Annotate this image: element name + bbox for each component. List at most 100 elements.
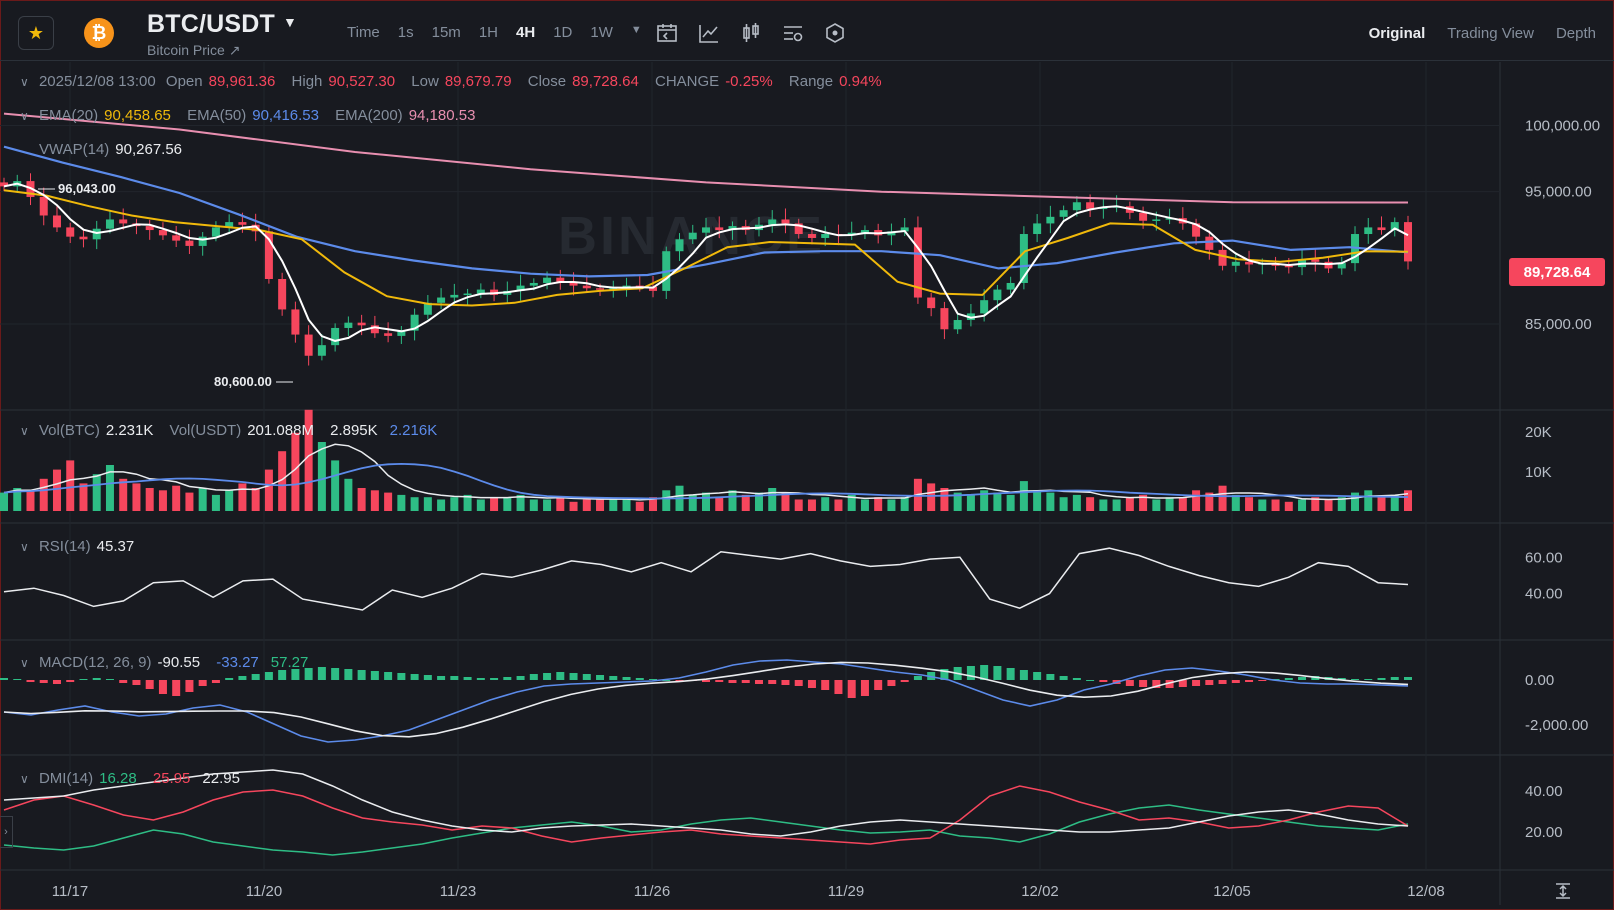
dmi-label: DMI(14) bbox=[38, 770, 94, 787]
macd-histogram-bar bbox=[675, 680, 684, 681]
candle-up bbox=[463, 293, 472, 296]
macd-histogram-bar bbox=[1072, 678, 1081, 680]
volume-bar bbox=[317, 442, 326, 511]
volume-bar bbox=[1072, 494, 1081, 511]
tab-trading-view[interactable]: Trading View bbox=[1447, 25, 1534, 42]
change-label: CHANGE bbox=[655, 73, 720, 90]
favorite-star-icon[interactable]: ★ bbox=[18, 16, 54, 50]
bitcoin-coin-icon: ₿ bbox=[84, 18, 114, 48]
candle-up bbox=[1165, 218, 1174, 220]
ema50-line bbox=[3, 145, 1409, 278]
x-axis-date-label: 11/17 bbox=[52, 883, 88, 900]
volume-bar bbox=[344, 478, 353, 511]
dmi-adx-value: 22.95 bbox=[202, 770, 240, 787]
macd-histogram-bar bbox=[437, 676, 446, 680]
volume-bar bbox=[304, 409, 313, 511]
candle-down bbox=[1404, 222, 1412, 262]
volume-bar bbox=[847, 494, 856, 511]
macd-histogram-bar bbox=[1033, 672, 1042, 680]
candle-down bbox=[1324, 261, 1333, 269]
interval-1s[interactable]: 1s bbox=[397, 24, 414, 41]
view-mode-tabs: Original Trading View Depth bbox=[1347, 25, 1596, 42]
indicator-line-icon[interactable] bbox=[698, 22, 720, 44]
tab-depth[interactable]: Depth bbox=[1555, 25, 1596, 42]
vwap-value: 90,267.56 bbox=[115, 141, 183, 158]
volume-bar bbox=[1006, 494, 1015, 511]
macd-histogram-bar bbox=[635, 678, 644, 680]
side-panel-toggle-icon[interactable]: › bbox=[0, 816, 13, 848]
ema20-label: EMA(20) bbox=[38, 107, 99, 124]
volume-bar bbox=[1152, 499, 1161, 511]
candle-up bbox=[953, 320, 962, 330]
macd-histogram-bar bbox=[874, 680, 883, 690]
x-axis-date-label: 12/02 bbox=[1021, 883, 1059, 900]
volume-bar bbox=[490, 497, 499, 511]
hexagon-settings-icon[interactable] bbox=[824, 22, 846, 44]
interval-time[interactable]: Time bbox=[347, 24, 380, 41]
collapse-caret-icon[interactable]: ∨ bbox=[20, 109, 29, 123]
interval-15m[interactable]: 15m bbox=[431, 24, 461, 41]
candle-up bbox=[92, 228, 101, 240]
ema-legend: ∨ EMA(20) 90,458.65 EMA(50) 90,416.53 EMA(… bbox=[20, 107, 487, 124]
pair-dropdown-caret-icon[interactable]: ▼ bbox=[283, 14, 297, 30]
volume-bar bbox=[860, 499, 869, 511]
candle-down bbox=[291, 309, 300, 335]
volume-bar bbox=[1125, 497, 1134, 511]
volume-bar bbox=[1311, 497, 1320, 511]
macd-histogram-bar bbox=[860, 680, 869, 696]
volume-bar bbox=[1231, 494, 1240, 511]
volume-bar bbox=[92, 474, 101, 511]
collapse-caret-icon[interactable]: ∨ bbox=[20, 75, 29, 89]
tab-original[interactable]: Original bbox=[1368, 25, 1426, 42]
ema20-value: 90,458.65 bbox=[104, 107, 171, 124]
macd-histogram-bar bbox=[357, 670, 366, 680]
candle-type-icon[interactable] bbox=[740, 22, 762, 44]
volume-bar bbox=[132, 483, 141, 511]
interval-1d[interactable]: 1D bbox=[553, 24, 573, 41]
candle-up bbox=[437, 297, 446, 303]
price-tick-label: 85,000.00 bbox=[1525, 316, 1592, 333]
volume-bar bbox=[1205, 492, 1214, 511]
candle-up bbox=[821, 234, 830, 238]
calendar-icon[interactable] bbox=[656, 22, 678, 44]
volume-bar bbox=[119, 478, 128, 511]
volume-bar bbox=[410, 497, 419, 511]
volume-bar bbox=[476, 499, 485, 511]
collapse-caret-icon[interactable]: ∨ bbox=[20, 540, 29, 554]
macd-histogram-bar bbox=[79, 679, 88, 680]
collapse-caret-icon[interactable]: ∨ bbox=[20, 656, 29, 670]
volume-bar bbox=[13, 488, 22, 511]
collapse-caret-icon[interactable]: ∨ bbox=[20, 424, 29, 438]
macd-histogram-bar bbox=[1298, 677, 1307, 680]
change-value: -0.25% bbox=[725, 73, 773, 90]
macd-hist-value: 57.27 bbox=[270, 654, 309, 671]
chart-settings-icon[interactable] bbox=[782, 22, 804, 44]
interval-1h[interactable]: 1H bbox=[478, 24, 498, 41]
volume-bar bbox=[423, 497, 432, 511]
open-label: Open bbox=[165, 73, 203, 90]
macd-histogram-bar bbox=[158, 680, 167, 694]
volume-bar bbox=[662, 490, 671, 511]
macd-histogram-bar bbox=[966, 666, 975, 680]
volume-bar bbox=[251, 488, 260, 511]
macd-histogram-bar bbox=[847, 680, 856, 698]
macd-histogram-bar bbox=[132, 680, 141, 685]
volume-bar bbox=[463, 494, 472, 511]
macd-histogram-bar bbox=[1245, 680, 1254, 682]
volume-ma-line bbox=[3, 443, 1409, 501]
macd-label: MACD(12, 26, 9) bbox=[38, 654, 152, 671]
collapse-caret-icon[interactable]: ∨ bbox=[20, 772, 29, 786]
candle-down bbox=[927, 297, 936, 309]
fit-axis-icon[interactable] bbox=[1554, 882, 1572, 900]
interval-4h[interactable]: 4H bbox=[516, 24, 536, 41]
macd-histogram-bar bbox=[834, 680, 843, 694]
pair-title[interactable]: BTC/USDT bbox=[147, 10, 275, 38]
macd-histogram-bar bbox=[1351, 679, 1360, 680]
pair-subtitle-link[interactable]: Bitcoin Price ↗ bbox=[147, 42, 241, 58]
interval-1w[interactable]: 1W bbox=[590, 24, 613, 41]
candle-up bbox=[993, 289, 1002, 301]
ema200-value: 94,180.53 bbox=[408, 107, 476, 124]
interval-more-caret-icon[interactable]: ▼ bbox=[630, 24, 642, 36]
